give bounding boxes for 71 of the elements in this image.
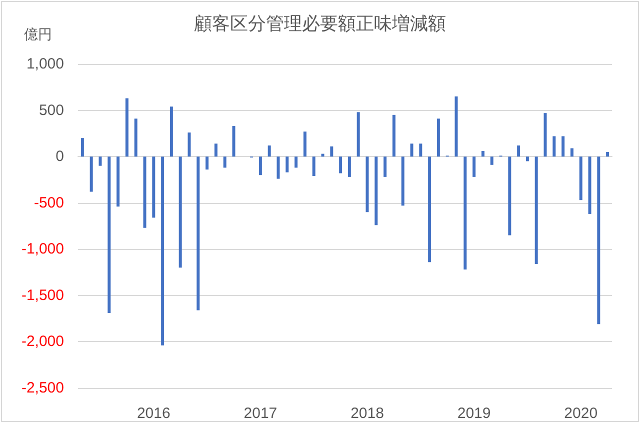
bar — [392, 114, 396, 157]
y-tick-label: -500 — [34, 194, 64, 212]
bar — [206, 156, 209, 170]
y-tick-label: -1,000 — [21, 240, 64, 258]
bar — [196, 156, 200, 310]
bar — [223, 156, 226, 168]
bar — [517, 145, 520, 157]
bar — [108, 156, 111, 314]
y-tick-label: 1,000 — [26, 56, 64, 72]
bar — [286, 156, 289, 172]
bar — [464, 156, 467, 270]
bar — [419, 144, 422, 157]
y-tick-label: -1,500 — [21, 286, 64, 304]
bar — [125, 98, 128, 157]
bar — [339, 156, 342, 174]
bar — [134, 118, 138, 157]
bar — [258, 156, 262, 176]
bar — [356, 112, 360, 157]
bar — [330, 146, 334, 157]
bar — [481, 151, 484, 157]
bar — [116, 156, 120, 207]
bar — [562, 136, 565, 157]
y-tick-label: 0 — [56, 148, 64, 166]
bar — [143, 156, 146, 228]
bar — [454, 96, 458, 157]
bar — [597, 156, 600, 324]
bar — [552, 136, 556, 157]
bar — [490, 156, 494, 165]
bar — [570, 148, 574, 157]
bar — [508, 156, 512, 236]
bar — [436, 118, 440, 157]
bar — [98, 156, 102, 166]
bar — [374, 156, 378, 226]
bar — [214, 144, 218, 157]
bar — [410, 144, 414, 157]
bar — [268, 145, 271, 157]
x-tick-label: 2020 — [564, 405, 598, 422]
bar — [276, 156, 280, 179]
bar — [606, 152, 610, 157]
bar — [80, 138, 84, 157]
y-axis-title: 億円 — [24, 27, 52, 43]
bar — [178, 156, 182, 268]
bar — [188, 132, 191, 157]
bar — [294, 156, 298, 168]
x-tick-label: 2019 — [457, 405, 491, 422]
bar — [544, 113, 547, 157]
bar — [472, 156, 476, 177]
bar — [348, 156, 351, 177]
x-tick-label: 2017 — [244, 405, 278, 422]
bar — [526, 156, 529, 162]
chart-title: 顧客区分管理必要額正味増減額 — [194, 14, 446, 34]
bar — [401, 156, 404, 206]
y-tick-label: 500 — [38, 102, 64, 119]
bar — [579, 156, 582, 200]
bar — [232, 126, 236, 157]
y-tick-label: -2,000 — [21, 333, 64, 350]
y-tick-label: -2,500 — [21, 380, 64, 396]
bar — [170, 106, 173, 157]
bar — [303, 132, 306, 157]
bar — [312, 156, 316, 176]
bar — [90, 156, 93, 192]
bar — [152, 156, 156, 218]
bar — [428, 156, 432, 262]
bar — [321, 154, 324, 157]
bar — [366, 156, 369, 212]
bar — [534, 156, 538, 264]
x-tick-label: 2018 — [350, 405, 384, 422]
bar — [384, 156, 387, 177]
bar — [588, 156, 592, 214]
x-tick-label: 2016 — [136, 405, 170, 422]
bar — [161, 156, 164, 346]
